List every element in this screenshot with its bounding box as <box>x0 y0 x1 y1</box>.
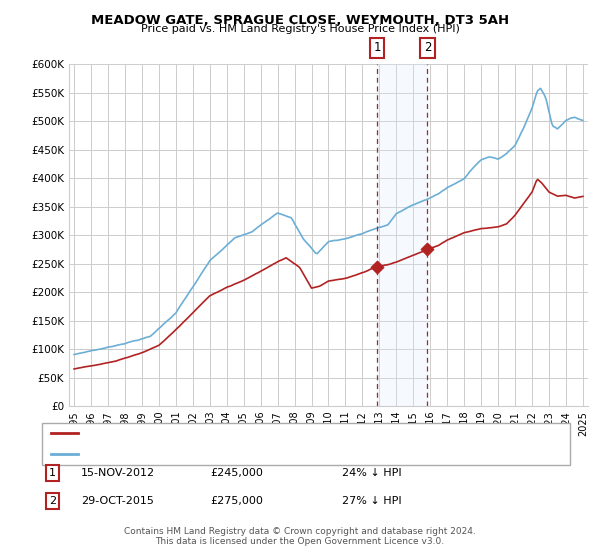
Text: 27% ↓ HPI: 27% ↓ HPI <box>342 496 401 506</box>
Text: 1: 1 <box>49 468 56 478</box>
Text: £275,000: £275,000 <box>210 496 263 506</box>
Text: 15-NOV-2012: 15-NOV-2012 <box>81 468 155 478</box>
Text: 29-OCT-2015: 29-OCT-2015 <box>81 496 154 506</box>
Text: 2: 2 <box>49 496 56 506</box>
Text: £245,000: £245,000 <box>210 468 263 478</box>
Text: MEADOW GATE, SPRAGUE CLOSE, WEYMOUTH, DT3 5AH: MEADOW GATE, SPRAGUE CLOSE, WEYMOUTH, DT… <box>91 14 509 27</box>
Text: 24% ↓ HPI: 24% ↓ HPI <box>342 468 401 478</box>
Text: Contains HM Land Registry data © Crown copyright and database right 2024.
This d: Contains HM Land Registry data © Crown c… <box>124 526 476 546</box>
Point <box>422 245 432 254</box>
Bar <box>377 64 427 406</box>
Text: HPI: Average price, detached house, Dorset: HPI: Average price, detached house, Dors… <box>84 449 311 459</box>
Text: 1: 1 <box>373 41 381 54</box>
Text: Price paid vs. HM Land Registry's House Price Index (HPI): Price paid vs. HM Land Registry's House … <box>140 24 460 34</box>
Point <box>373 262 382 271</box>
Text: MEADOW GATE, SPRAGUE CLOSE, WEYMOUTH, DT3 5AH (detached house): MEADOW GATE, SPRAGUE CLOSE, WEYMOUTH, DT… <box>84 428 472 438</box>
Text: 2: 2 <box>424 41 431 54</box>
